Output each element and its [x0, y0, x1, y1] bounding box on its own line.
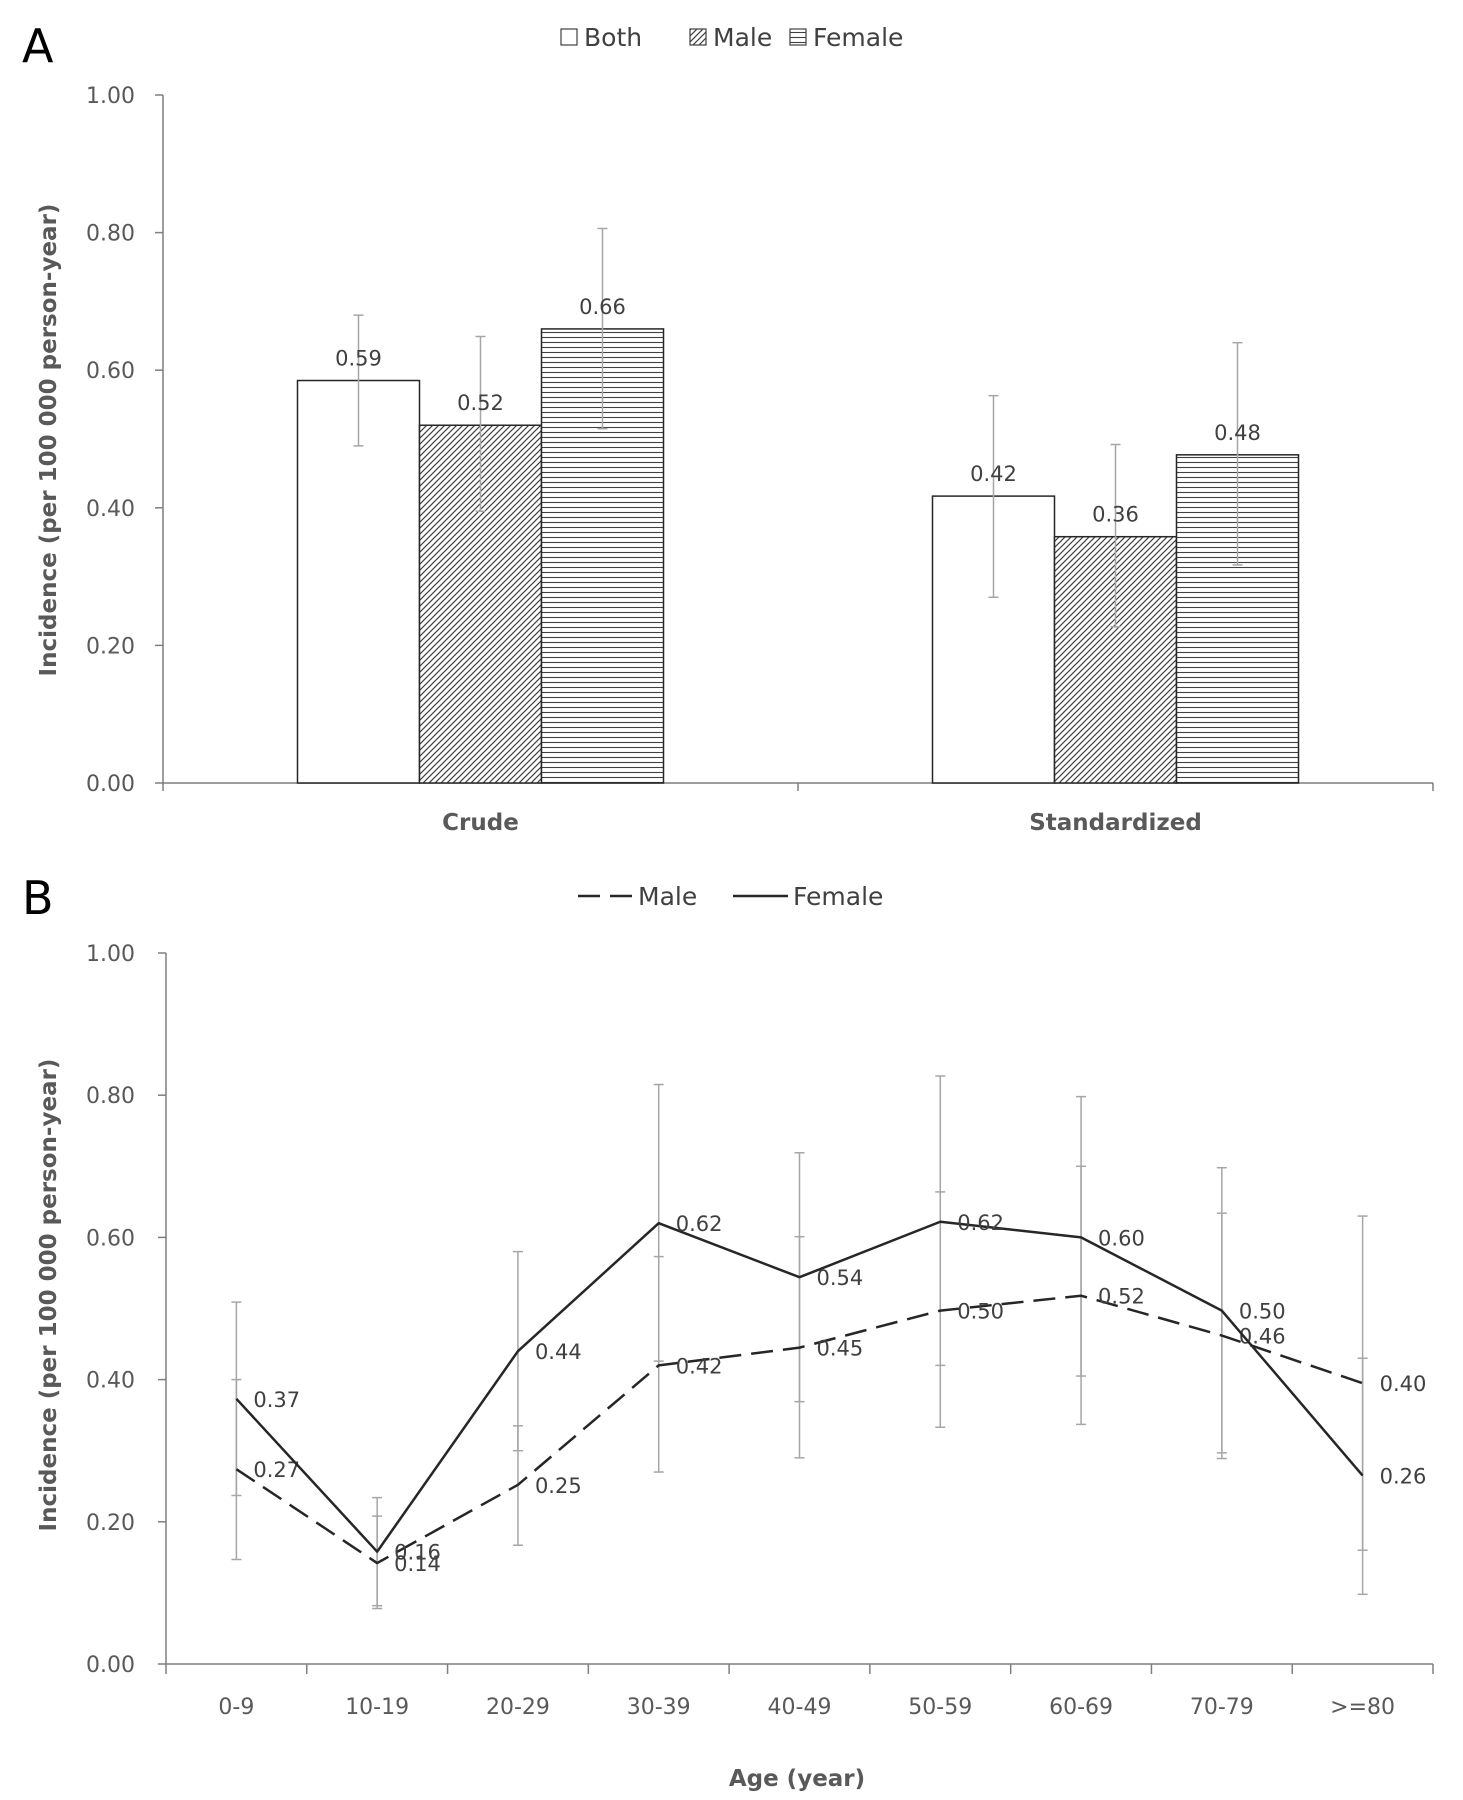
- x-tick-label: 30-39: [627, 1695, 691, 1720]
- y-tick-label: 0.60: [86, 359, 135, 384]
- legend-label-male: Male: [638, 882, 697, 911]
- data-label-male: 0.25: [535, 1474, 582, 1498]
- y-tick-label: 0.40: [86, 497, 135, 522]
- legend-label-male: Male: [713, 23, 772, 52]
- data-label: 0.42: [970, 462, 1017, 486]
- data-label-female: 0.60: [1098, 1226, 1145, 1250]
- y-tick-label: 0.00: [86, 772, 135, 797]
- y-tick-label: 0.80: [86, 222, 135, 247]
- panel-label-a: A: [22, 19, 54, 73]
- panel-label-b: B: [22, 871, 54, 925]
- x-tick-label: 20-29: [486, 1695, 550, 1720]
- series-line-female: [235, 1220, 1364, 1553]
- y-axis-title-b: Incidence (per 100 000 person-year): [36, 1059, 62, 1532]
- bars-a: 0.59 0.42 0.52 0.36 0.66 0.48: [296, 227, 1300, 784]
- x-category-label: Crude: [442, 810, 519, 836]
- legend-label-female: Female: [793, 882, 883, 911]
- y-tick-label: 0.60: [86, 1226, 135, 1251]
- legend-swatch-both: [560, 28, 578, 46]
- y-axis-title-a: Incidence (per 100 000 person-year): [36, 204, 62, 677]
- data-label-male: 0.50: [957, 1300, 1004, 1324]
- legend-b: Male Female: [578, 882, 883, 911]
- data-label: 0.52: [457, 391, 504, 415]
- y-tick-label: 0.80: [86, 1084, 135, 1109]
- legend-swatch-male: [689, 28, 707, 46]
- x-tick-label: 0-9: [218, 1695, 254, 1720]
- axes-a: 0.00 0.20 0.40 0.60 0.80 1.00 Crude Standardize…: [86, 84, 1434, 836]
- data-label-male: 0.40: [1380, 1372, 1427, 1396]
- data-label-male: 0.27: [253, 1458, 300, 1482]
- y-tick-label: 0.00: [86, 1653, 135, 1678]
- legend-label-both: Both: [584, 23, 642, 52]
- y-tick-label: 1.00: [86, 84, 135, 109]
- y-tick-label: 1.00: [86, 942, 135, 967]
- data-label-female: 0.50: [1239, 1300, 1286, 1324]
- data-label-male: 0.45: [817, 1337, 864, 1361]
- x-axis-title-b: Age (year): [729, 1766, 865, 1792]
- x-tick-label: 70-79: [1190, 1695, 1254, 1720]
- data-label-male: 0.14: [394, 1552, 441, 1576]
- data-label-male: 0.52: [1098, 1285, 1145, 1309]
- legend-label-female: Female: [813, 23, 903, 52]
- data-label-female: 0.44: [535, 1340, 582, 1364]
- data-label-female: 0.26: [1380, 1465, 1427, 1489]
- y-tick-label: 0.40: [86, 1369, 135, 1394]
- data-label-female: 0.16: [394, 1541, 441, 1565]
- data-label-female: 0.37: [253, 1388, 300, 1412]
- x-tick-label: 60-69: [1049, 1695, 1113, 1720]
- x-tick-label: 50-59: [908, 1695, 972, 1720]
- panel-b: B Male Female 0.00 0.20 0.40 0.60 0.80 1.00 0-9…: [22, 871, 1434, 1792]
- y-tick-label: 0.20: [86, 634, 135, 659]
- x-tick-label: 10-19: [345, 1695, 409, 1720]
- series-line-male: [235, 1294, 1364, 1565]
- x-tick-label: 40-49: [768, 1695, 832, 1720]
- y-tick-label: 0.20: [86, 1511, 135, 1536]
- x-tick-label: >=80: [1330, 1695, 1395, 1720]
- data-label-male: 0.46: [1239, 1325, 1286, 1349]
- data-label-male: 0.42: [676, 1354, 723, 1378]
- data-label-female: 0.62: [676, 1212, 723, 1236]
- data-label: 0.66: [579, 295, 626, 319]
- panel-a: A Both Male Female 0.00 0.20 0.40 0.60 0.80 1.0…: [22, 19, 1434, 836]
- lines-b: 0.27 0.14 0.25 0.42 0.45 0.50 0.52 0.46 0.40 0.37…: [231, 1075, 1427, 1610]
- data-label: 0.59: [335, 347, 382, 371]
- axes-b: 0.00 0.20 0.40 0.60 0.80 1.00 0-9 10-19 20-29 30-…: [86, 942, 1434, 1720]
- data-label-female: 0.54: [817, 1266, 864, 1290]
- data-label-female: 0.62: [957, 1211, 1004, 1235]
- data-label: 0.48: [1214, 421, 1261, 445]
- legend-swatch-female: [789, 28, 807, 46]
- legend-a: Both Male Female: [560, 23, 903, 52]
- data-label: 0.36: [1092, 503, 1139, 527]
- x-category-label: Standardized: [1029, 810, 1202, 836]
